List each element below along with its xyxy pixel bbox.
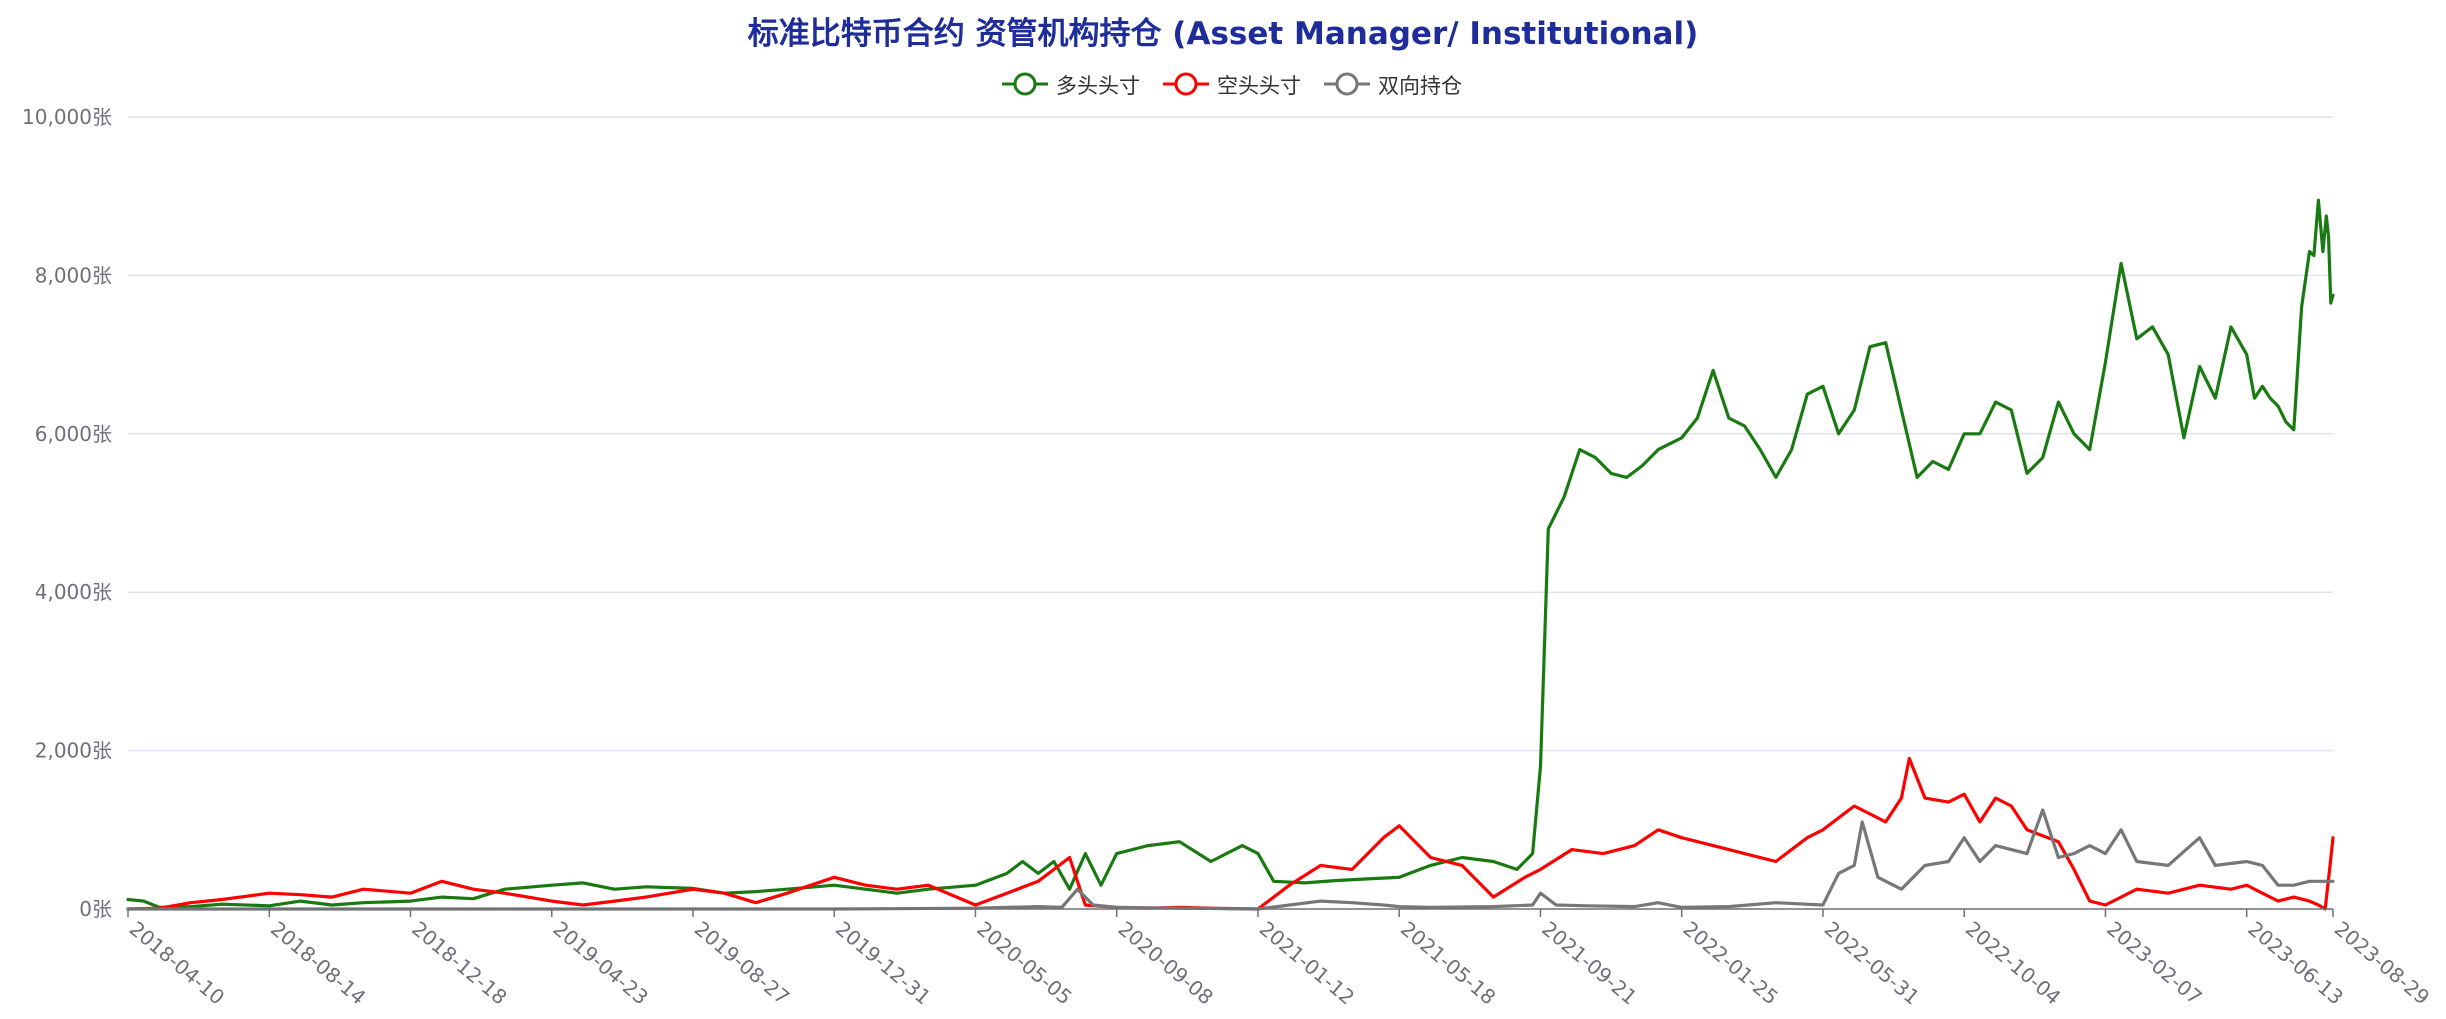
x-tick-label: 2022-10-04 (1961, 916, 2065, 1009)
x-tick-label: 2020-09-08 (1114, 916, 1218, 1009)
legend: 多头头寸 空头头寸 双向持仓 (1002, 72, 1462, 98)
x-tick-label: 2019-04-23 (549, 916, 653, 1009)
plot-area (126, 198, 2335, 911)
x-tick-label: 2023-08-29 (2330, 916, 2434, 1009)
x-tick-label: 2018-04-10 (125, 916, 229, 1009)
y-tick-label: 6,000张 (35, 422, 112, 446)
x-tick-label: 2019-12-31 (831, 916, 935, 1009)
x-tick-label: 2023-02-07 (2102, 916, 2206, 1009)
x-tick-label: 2022-05-31 (1820, 916, 1924, 1009)
y-tick-label: 10,000张 (22, 105, 112, 129)
y-tick-label: 4,000张 (35, 580, 112, 604)
legend-marker-short (1174, 72, 1198, 96)
x-tick-label: 2022-01-25 (1678, 916, 1782, 1009)
y-tick-label: 8,000张 (35, 263, 112, 287)
x-tick-label: 2021-05-18 (1396, 916, 1500, 1009)
legend-marker-long (1013, 72, 1037, 96)
x-tick-label: 2021-01-12 (1255, 916, 1359, 1009)
legend-label-spread: 双向持仓 (1378, 74, 1462, 98)
legend-item-short[interactable]: 空头头寸 (1163, 72, 1301, 98)
legend-label-short: 空头头寸 (1217, 74, 1301, 98)
x-tick-label: 2020-05-05 (972, 916, 1076, 1009)
legend-item-spread[interactable]: 双向持仓 (1324, 72, 1462, 98)
series-line-short (126, 756, 2335, 911)
legend-item-long[interactable]: 多头头寸 (1002, 72, 1140, 98)
y-tick-label: 0张 (79, 897, 112, 921)
grid (128, 116, 2333, 752)
legend-label-long: 多头头寸 (1056, 74, 1140, 98)
axes: 0张 2,000张 4,000张 6,000张 8,000张 10,000张 2018-04… (22, 105, 2434, 1010)
legend-marker-spread (1335, 72, 1359, 96)
x-tick-label: 2021-09-21 (1537, 916, 1641, 1009)
series-line-spread (126, 808, 2335, 911)
y-tick-label: 2,000张 (35, 739, 112, 763)
x-tick-label: 2018-12-18 (407, 916, 511, 1009)
chart-title: 标准比特币合约 资管机构持仓 (Asset Manager/ Instituti… (748, 16, 1699, 52)
x-tick-label: 2018-08-14 (266, 916, 370, 1009)
series-line-long (126, 198, 2335, 909)
x-tick-label: 2019-08-27 (690, 916, 794, 1009)
